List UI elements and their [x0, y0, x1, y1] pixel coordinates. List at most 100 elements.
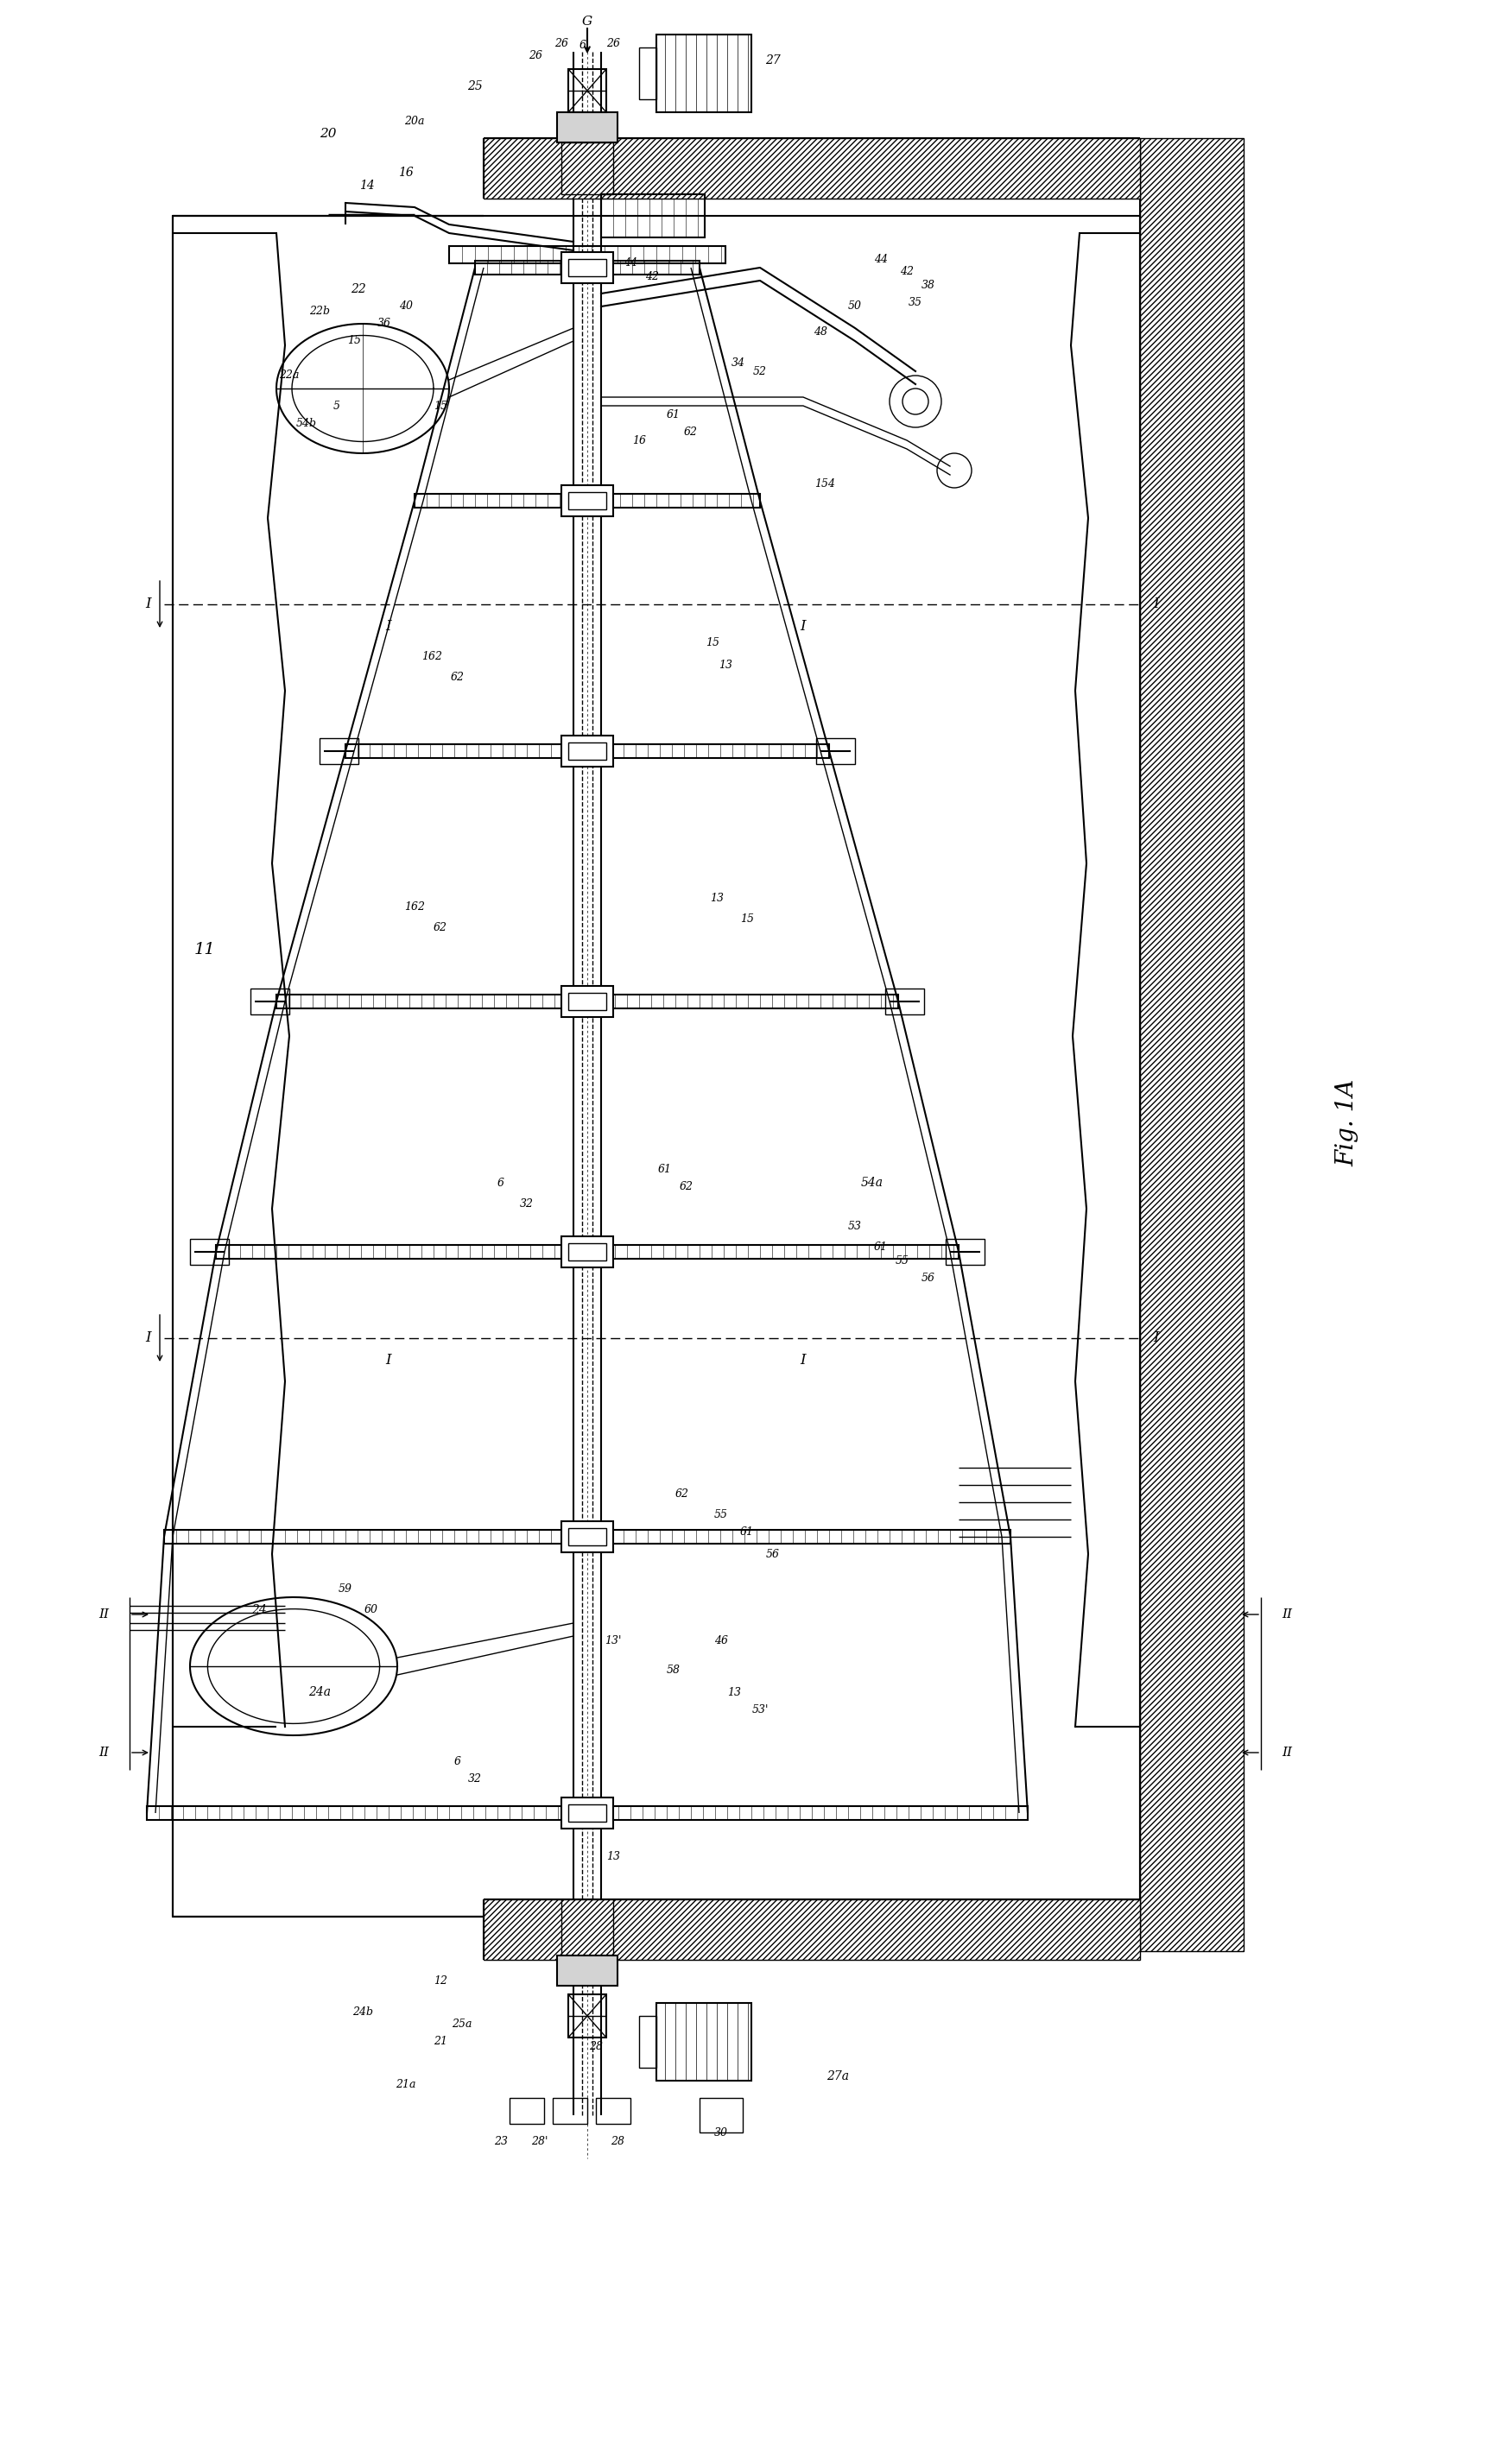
Text: 6: 6	[579, 39, 587, 49]
Text: 40: 40	[399, 301, 413, 313]
Text: 34: 34	[731, 357, 746, 367]
Text: 13: 13	[726, 1685, 741, 1698]
Bar	[191, 1239, 228, 1264]
Text: 24b: 24b	[353, 2006, 374, 2018]
Bar	[216, 1244, 959, 1259]
Text: 46: 46	[714, 1634, 728, 1646]
Text: 28: 28	[611, 2136, 624, 2146]
Bar	[552, 2097, 587, 2124]
Bar	[345, 744, 829, 759]
Bar	[569, 742, 606, 759]
Bar	[164, 1530, 1010, 1542]
Text: 54a: 54a	[862, 1178, 884, 1188]
Bar	[656, 34, 752, 113]
Text: 59: 59	[339, 1582, 353, 1594]
Bar	[557, 1956, 617, 1986]
Bar	[147, 1806, 1028, 1821]
Text: 21a: 21a	[396, 2080, 416, 2089]
Bar	[886, 988, 925, 1015]
Text: I: I	[800, 1353, 806, 1368]
Text: 15: 15	[434, 399, 447, 411]
Text: 62: 62	[675, 1488, 689, 1498]
Text: II: II	[99, 1747, 108, 1759]
Text: 32: 32	[468, 1774, 482, 1784]
Text: 22a: 22a	[279, 370, 300, 382]
Text: 42: 42	[901, 266, 914, 278]
Text: I: I	[800, 618, 806, 633]
Bar	[817, 739, 856, 764]
Text: 15: 15	[347, 335, 362, 347]
Text: 62: 62	[684, 426, 698, 436]
Text: 6: 6	[455, 1757, 461, 1767]
Text: II: II	[1282, 1747, 1292, 1759]
Text: 44: 44	[623, 259, 638, 269]
Text: 44: 44	[874, 254, 887, 264]
Text: 14: 14	[359, 180, 375, 192]
Text: 22: 22	[351, 283, 366, 296]
Text: 15: 15	[740, 914, 754, 924]
Text: 55: 55	[714, 1510, 728, 1520]
Bar	[569, 493, 606, 510]
Text: 26: 26	[606, 37, 620, 49]
Text: I: I	[146, 1331, 152, 1345]
Text: 58: 58	[666, 1666, 680, 1676]
Text: 30: 30	[714, 2126, 728, 2139]
Text: 21: 21	[434, 2035, 447, 2048]
Text: 62: 62	[450, 673, 465, 683]
Text: 53': 53'	[752, 1703, 769, 1715]
Text: 162: 162	[422, 650, 443, 663]
Bar	[449, 246, 725, 264]
Text: 53: 53	[848, 1220, 862, 1232]
Text: 62: 62	[434, 922, 447, 934]
Text: I: I	[1153, 596, 1159, 611]
Bar	[569, 1804, 606, 1821]
Text: G: G	[582, 15, 593, 27]
Text: I: I	[1153, 1331, 1159, 1345]
Bar	[600, 195, 705, 237]
Text: 16: 16	[398, 168, 414, 180]
Text: 50: 50	[848, 301, 862, 313]
Bar	[1139, 138, 1244, 1951]
Bar	[561, 1520, 614, 1552]
Bar	[561, 1799, 614, 1828]
Bar	[320, 739, 359, 764]
Text: 13': 13'	[605, 1634, 621, 1646]
Text: 24a: 24a	[308, 1685, 330, 1698]
Text: 56: 56	[766, 1547, 781, 1560]
Bar	[557, 113, 617, 143]
Bar	[569, 1528, 606, 1545]
Text: 11: 11	[194, 941, 216, 958]
Bar	[561, 1900, 614, 1956]
Bar	[639, 2016, 656, 2067]
Bar	[561, 737, 614, 766]
Text: 6: 6	[497, 1178, 504, 1188]
Text: 48: 48	[814, 328, 827, 338]
Text: 32: 32	[519, 1200, 534, 1210]
Text: 28: 28	[588, 2040, 603, 2053]
Text: 25: 25	[467, 81, 483, 91]
Text: 28': 28'	[531, 2136, 548, 2146]
Text: 20: 20	[320, 128, 336, 140]
Text: 13: 13	[606, 1850, 620, 1863]
Text: 26: 26	[528, 49, 542, 62]
Text: 24: 24	[252, 1604, 267, 1616]
Text: 12: 12	[434, 1976, 447, 1986]
Bar	[639, 47, 656, 99]
Text: Fig. 1A: Fig. 1A	[1336, 1079, 1358, 1165]
Text: 26: 26	[554, 37, 569, 49]
Bar	[569, 69, 606, 113]
Bar	[276, 995, 898, 1008]
Text: I: I	[386, 618, 392, 633]
Text: 13: 13	[719, 660, 732, 670]
Text: 35: 35	[908, 296, 922, 308]
Bar	[656, 2003, 752, 2080]
Text: I: I	[146, 596, 152, 611]
Text: II: II	[1282, 1609, 1292, 1621]
Text: 16: 16	[632, 434, 645, 446]
Bar	[561, 1237, 614, 1266]
Text: 154: 154	[815, 478, 835, 488]
Text: 55: 55	[896, 1254, 910, 1266]
Bar	[569, 993, 606, 1010]
Text: 56: 56	[922, 1271, 935, 1284]
Bar	[561, 143, 614, 195]
